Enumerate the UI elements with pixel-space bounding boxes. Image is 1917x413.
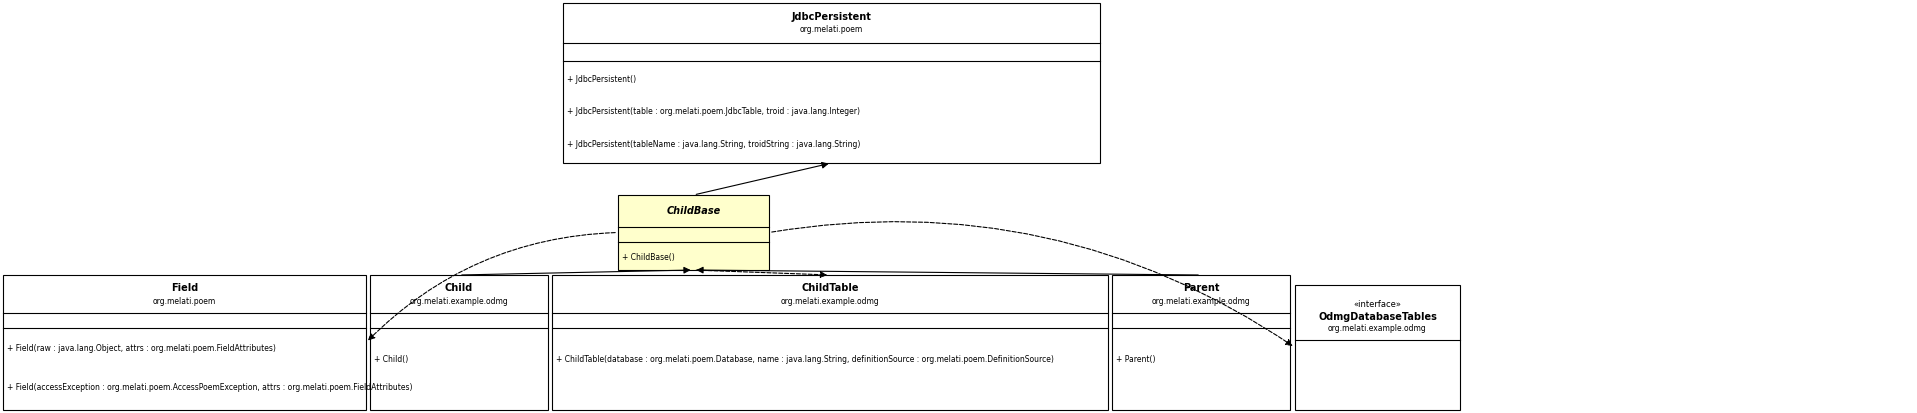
Bar (617, 195, 769, 270)
Text: + JdbcPersistent(table : org.melati.poem.JdbcTable, troid : java.lang.Integer): + JdbcPersistent(table : org.melati.poem… (567, 107, 861, 116)
Bar (4, 275, 366, 410)
Text: org.melati.poem: org.melati.poem (153, 297, 217, 306)
Text: + JdbcPersistent(): + JdbcPersistent() (567, 75, 636, 84)
Text: + Field(accessException : org.melati.poem.AccessPoemException, attrs : org.melat: + Field(accessException : org.melati.poe… (8, 383, 412, 392)
Text: org.melati.example.odmg: org.melati.example.odmg (780, 297, 880, 306)
Text: OdmgDatabaseTables: OdmgDatabaseTables (1319, 311, 1438, 321)
Text: + Child(): + Child() (374, 356, 408, 364)
Text: org.melati.example.odmg: org.melati.example.odmg (410, 297, 508, 306)
Text: + Parent(): + Parent() (1116, 356, 1156, 364)
Text: org.melati.example.odmg: org.melati.example.odmg (1152, 297, 1250, 306)
Text: ChildBase: ChildBase (667, 206, 721, 216)
Text: + Field(raw : java.lang.Object, attrs : org.melati.poem.FieldAttributes): + Field(raw : java.lang.Object, attrs : … (8, 344, 276, 353)
Text: Field: Field (171, 283, 197, 293)
Text: Child: Child (445, 283, 473, 293)
Bar (564, 3, 1100, 163)
Text: + JdbcPersistent(tableName : java.lang.String, troidString : java.lang.String): + JdbcPersistent(tableName : java.lang.S… (567, 140, 861, 149)
Text: Parent: Parent (1183, 283, 1219, 293)
Bar (552, 275, 1108, 410)
Text: org.melati.poem: org.melati.poem (799, 26, 863, 35)
Bar (370, 275, 548, 410)
Text: + ChildBase(): + ChildBase() (621, 253, 675, 262)
Text: JdbcPersistent: JdbcPersistent (792, 12, 872, 22)
Text: ChildTable: ChildTable (801, 283, 859, 293)
Text: org.melati.example.odmg: org.melati.example.odmg (1328, 324, 1426, 333)
Text: «interface»: «interface» (1353, 300, 1401, 309)
Bar (1296, 285, 1461, 410)
Text: + ChildTable(database : org.melati.poem.Database, name : java.lang.String, defin: + ChildTable(database : org.melati.poem.… (556, 356, 1054, 364)
Bar (1112, 275, 1290, 410)
